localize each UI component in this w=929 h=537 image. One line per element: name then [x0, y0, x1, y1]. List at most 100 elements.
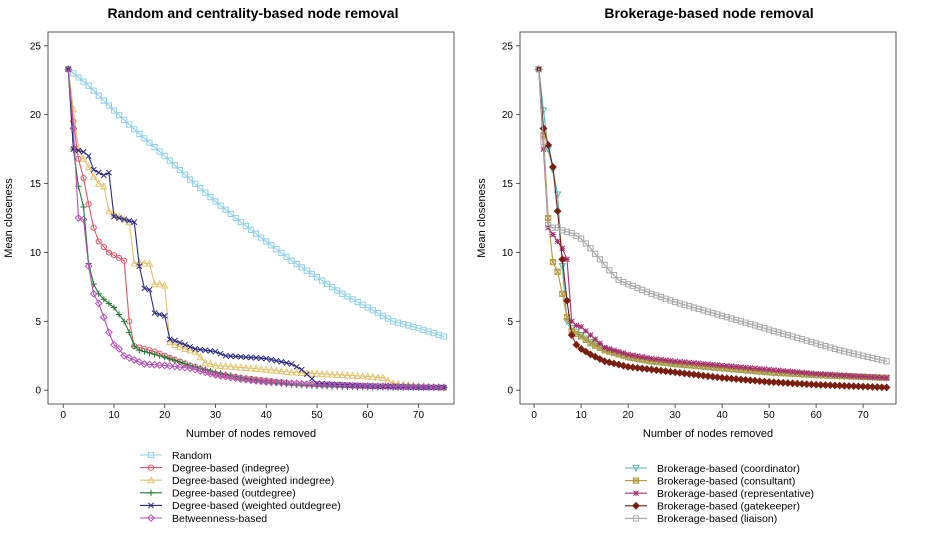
data-point — [694, 371, 703, 379]
data-point — [648, 290, 655, 297]
data-point — [150, 360, 159, 369]
data-point — [374, 373, 382, 381]
data-point — [90, 224, 97, 231]
data-point — [176, 166, 184, 174]
data-point — [262, 378, 271, 386]
data-point — [293, 363, 300, 370]
legend-item: Degree-based (outdegree) — [140, 488, 296, 500]
data-point — [136, 130, 143, 138]
chart-title: Brokerage-based node removal — [604, 5, 813, 21]
data-point — [171, 357, 178, 364]
data-point — [222, 352, 229, 359]
data-point — [690, 359, 697, 366]
data-point — [822, 371, 829, 378]
series-line — [67, 68, 445, 338]
data-point — [156, 148, 163, 155]
data-point — [568, 318, 575, 325]
data-point — [363, 382, 372, 390]
data-point — [192, 345, 199, 352]
data-point — [652, 366, 661, 375]
x-tick-label: 40 — [261, 410, 273, 421]
legend-label: Brokerage-based (coordinator) — [657, 463, 800, 475]
data-point — [292, 379, 301, 388]
chart-title: Random and centrality-based node removal — [108, 5, 399, 21]
data-point — [572, 340, 581, 349]
data-point — [373, 382, 382, 391]
data-point — [567, 331, 576, 340]
data-point — [211, 361, 220, 369]
series-degree-based-weighted-indegree — [64, 64, 448, 391]
plot-frame — [519, 31, 897, 405]
data-point — [257, 377, 266, 386]
legend-item: Brokerage-based (consultant) — [625, 475, 795, 487]
data-point — [794, 369, 801, 375]
data-point — [283, 253, 290, 260]
data-point — [789, 333, 796, 340]
data-point — [258, 234, 265, 241]
data-point — [105, 102, 113, 109]
data-point — [222, 206, 229, 213]
data-point — [860, 352, 867, 359]
data-point — [161, 152, 168, 160]
data-point — [676, 300, 683, 307]
data-point — [434, 383, 443, 392]
data-point — [197, 346, 204, 353]
data-point — [248, 354, 254, 361]
data-point — [855, 373, 862, 380]
data-point — [136, 263, 143, 270]
legend-label: Brokerage-based (gatekeeper) — [657, 501, 800, 513]
data-point — [794, 334, 801, 341]
data-point — [140, 259, 149, 267]
data-point — [80, 148, 87, 155]
data-point — [596, 340, 603, 347]
data-point — [761, 325, 768, 332]
data-point — [581, 347, 590, 356]
data-point — [399, 382, 408, 391]
data-point — [841, 372, 848, 379]
y-tick-label: 0 — [507, 386, 513, 397]
data-point — [643, 288, 650, 295]
legend-marker — [147, 451, 155, 459]
data-point — [620, 278, 627, 286]
data-point — [864, 373, 871, 380]
data-point — [559, 227, 566, 234]
data-point — [273, 246, 280, 253]
data-point — [100, 172, 107, 179]
legend-item: Brokerage-based (coordinator) — [625, 463, 800, 475]
data-point — [775, 329, 782, 336]
data-point — [737, 318, 744, 325]
data-point — [769, 378, 778, 387]
data-point — [615, 276, 622, 284]
data-point — [267, 378, 276, 387]
data-point — [869, 354, 876, 362]
x-tick-label: 30 — [670, 410, 682, 421]
data-point — [751, 322, 759, 329]
data-point — [258, 355, 265, 362]
data-point — [680, 369, 689, 378]
data-point — [263, 238, 270, 245]
data-point — [237, 363, 245, 371]
data-point — [182, 341, 188, 348]
data-point — [268, 356, 275, 363]
data-point — [606, 267, 613, 274]
data-point — [135, 358, 144, 366]
data-point — [307, 380, 316, 389]
data-point — [141, 348, 148, 355]
data-point — [409, 383, 418, 391]
data-point — [116, 215, 123, 221]
data-point — [207, 348, 214, 354]
data-point — [131, 219, 138, 226]
data-point — [747, 364, 754, 371]
data-point — [237, 219, 244, 226]
data-point — [115, 311, 123, 318]
data-point — [155, 279, 164, 288]
data-point — [298, 366, 305, 373]
y-tick-label: 25 — [502, 41, 514, 52]
data-point — [343, 381, 352, 390]
data-point — [719, 362, 726, 369]
series-degree-based-weighted-outdegree — [65, 66, 447, 391]
data-point — [348, 381, 357, 390]
data-point — [727, 374, 736, 383]
data-point — [639, 286, 646, 294]
data-point — [661, 367, 670, 376]
